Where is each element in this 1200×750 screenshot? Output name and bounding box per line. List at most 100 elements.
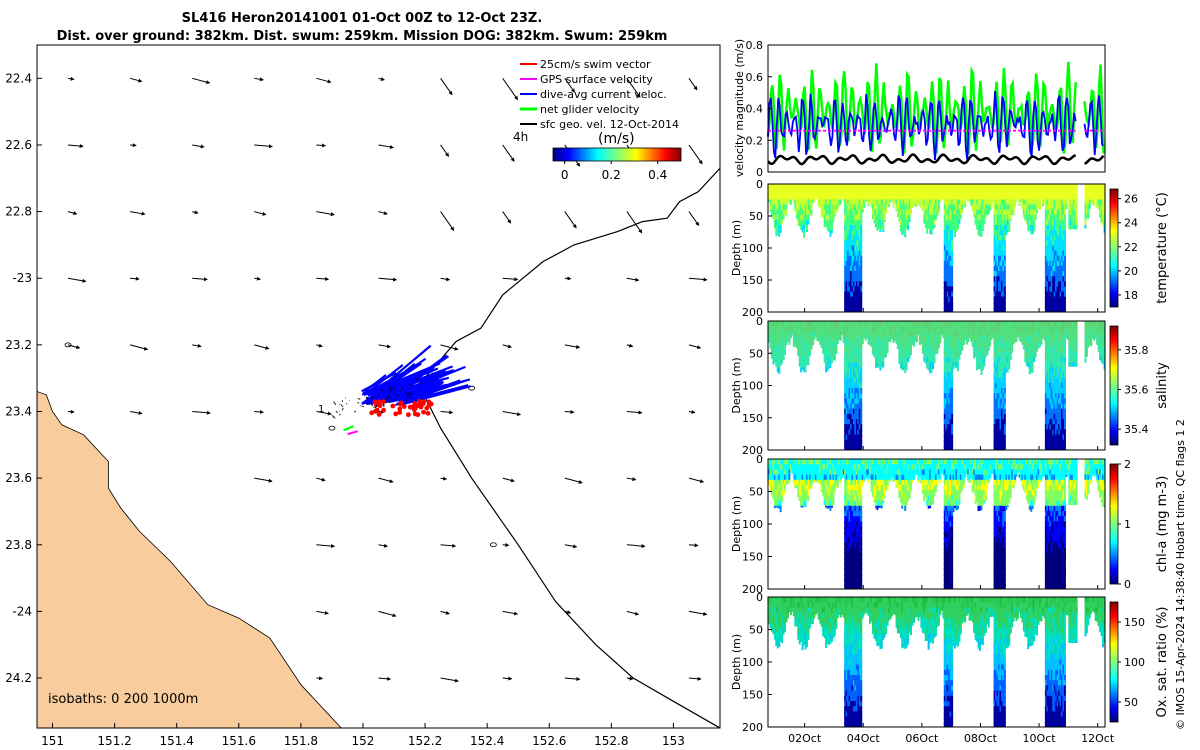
section-cell [1003, 276, 1006, 285]
section-cell [772, 194, 775, 203]
section-cell [1044, 219, 1047, 228]
section-cell [797, 219, 800, 226]
section-cell [838, 326, 841, 335]
section-cell [916, 341, 918, 343]
section-cell [1094, 189, 1097, 198]
section-cell [823, 199, 826, 208]
section-cell [1071, 184, 1074, 192]
section-cell [1006, 352, 1009, 360]
section-cell [1047, 219, 1050, 228]
section-cell [1102, 209, 1104, 218]
section-cell [995, 230, 997, 239]
section-cell [1069, 194, 1072, 203]
section-cell [857, 250, 860, 259]
section-cell [957, 326, 959, 335]
section-cell [864, 189, 867, 198]
section-cell [1058, 184, 1060, 192]
section-cell [1044, 204, 1047, 213]
section-cell [945, 276, 948, 285]
section-cell [949, 265, 952, 274]
section-cell [844, 382, 847, 391]
section-cell [863, 189, 866, 198]
section-cell [979, 336, 981, 345]
section-cell [848, 240, 851, 249]
section-cell [854, 377, 857, 386]
section-cell [829, 362, 832, 368]
section-cell [1002, 276, 1005, 285]
section-cell [946, 301, 949, 310]
section-cell [945, 306, 948, 313]
section-cell [902, 225, 905, 233]
section-cell [1061, 199, 1063, 208]
section-cell [995, 352, 997, 360]
section-cell [949, 271, 952, 279]
section-cell [872, 346, 874, 355]
section-cell [845, 388, 848, 397]
section-cell [1097, 184, 1100, 192]
section-cell [923, 204, 926, 213]
section-cell [873, 336, 876, 345]
section-cell [979, 357, 981, 366]
section-cell [833, 352, 836, 360]
section-cell [845, 346, 848, 355]
track-segment [393, 398, 396, 401]
section-cell [1047, 260, 1050, 269]
section-cell [854, 341, 857, 350]
section-cell [945, 357, 948, 366]
section-cell [945, 388, 948, 397]
section-cell [851, 382, 854, 391]
track-segment [375, 404, 378, 408]
section-cell [860, 204, 863, 213]
section-cell [990, 321, 993, 329]
section-cell [858, 235, 861, 244]
section-cell [850, 291, 852, 300]
section-cell [1056, 255, 1059, 264]
section-cell [938, 331, 940, 340]
section-cell [880, 346, 883, 355]
section-cell [993, 291, 996, 300]
section-cell [949, 199, 952, 208]
section-cell [968, 336, 971, 339]
section-cell [954, 184, 956, 192]
geo-velocity-arrow [688, 344, 702, 350]
swim-vector-mark [381, 407, 387, 413]
geo-velocity-arrow [502, 610, 519, 616]
section-cell [1009, 331, 1012, 340]
section-cell [1064, 250, 1066, 259]
section-cell [1062, 271, 1065, 279]
section-cell [773, 214, 776, 223]
section-cell [779, 219, 782, 228]
section-cell [848, 219, 851, 228]
section-cell [1075, 219, 1078, 228]
section-cell [1056, 214, 1059, 223]
section-cell [875, 204, 877, 213]
section-cell [831, 214, 833, 223]
section-cell [1005, 194, 1008, 203]
section-cell [1075, 184, 1078, 192]
section-cell [943, 331, 946, 340]
section-cell [779, 194, 782, 203]
section-cell [898, 219, 901, 222]
section-cell [949, 326, 952, 335]
section-cell [1003, 230, 1006, 239]
section-cell [1056, 209, 1059, 218]
section-cell [839, 331, 842, 340]
section-cell [823, 336, 826, 345]
section-cell [778, 367, 781, 374]
section-cell [1059, 306, 1062, 313]
section-cell [986, 336, 989, 345]
section-cell [1075, 199, 1078, 208]
section-cell [980, 331, 983, 340]
section-cell [877, 219, 880, 228]
section-cell [1050, 219, 1053, 228]
section-cell [1003, 372, 1006, 381]
section-cell [850, 341, 852, 350]
section-cell [806, 336, 808, 345]
section-cell [986, 189, 989, 198]
section-cell [778, 331, 781, 340]
section-cell [1003, 398, 1006, 407]
section-cell [949, 403, 952, 412]
section-cell [831, 219, 833, 228]
section-cell [857, 352, 860, 360]
section-cell [1049, 225, 1052, 233]
